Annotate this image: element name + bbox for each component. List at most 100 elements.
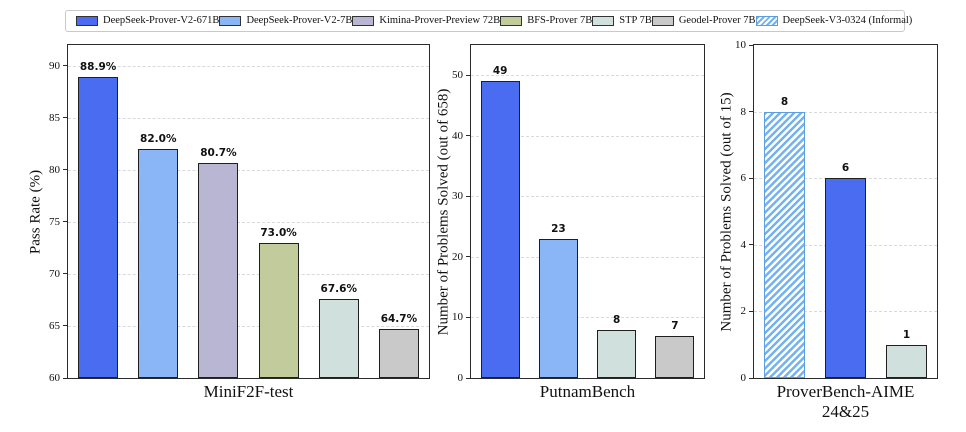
gridline — [471, 256, 704, 258]
bar-geodel-prover-7b — [378, 329, 419, 378]
bar-value-label: 1 — [902, 328, 911, 341]
bar-bfs-prover-7b — [258, 242, 299, 378]
bar-value-label: 7 — [671, 319, 679, 332]
legend-swatch — [352, 16, 375, 26]
y-tick-label: 2 — [740, 305, 747, 318]
bar-deepseek-prover-v2-7b — [138, 149, 179, 378]
gridline — [68, 221, 429, 223]
y-tick-label: 10 — [452, 311, 463, 324]
y-tick-mark — [466, 195, 470, 197]
bar-stp-7b — [886, 344, 927, 378]
gridline — [754, 111, 937, 113]
bar-value-label: 6 — [841, 162, 850, 175]
y-axis-label-minif2f: Pass Rate (%) — [27, 169, 44, 254]
legend-item-label: Geodel-Prover 7B — [678, 15, 756, 26]
y-tick-label: 80 — [49, 163, 60, 176]
legend-item: Kimina-Prover-Preview 72B — [352, 10, 500, 32]
legend-item-label: DeepSeek-Prover-V2-671B — [103, 15, 220, 26]
bar-value-label: 8 — [612, 313, 621, 326]
y-tick-mark — [63, 65, 67, 67]
plot-area-proverbench: 0 2 4 6 8 10 8 6 1 — [735, 39, 938, 384]
y-tick-mark — [63, 377, 67, 379]
y-tick-mark — [466, 256, 470, 258]
legend-item: DeepSeek-V3-0324 (Informal) — [755, 10, 912, 32]
y-tick-label: 70 — [49, 267, 60, 280]
legend-item: Geodel-Prover 7B — [651, 10, 756, 32]
legend-swatch — [651, 16, 674, 26]
x-axis-label-proverbench: ProverBench-AIME 24&25 — [776, 382, 915, 421]
y-tick-mark — [749, 377, 753, 379]
y-tick-label: 8 — [740, 105, 747, 118]
legend: DeepSeek-Prover-V2-671B DeepSeek-Prover-V… — [65, 10, 912, 32]
legend-swatch — [219, 16, 242, 26]
bar-deepseek-prover-v2-7b — [538, 238, 578, 378]
legend-item-label: BFS-Prover 7B — [527, 15, 593, 26]
y-tick-mark — [63, 117, 67, 119]
gridline — [68, 325, 429, 327]
legend-swatch — [592, 16, 615, 26]
bar-deepseek-v3-0324-informal- — [764, 111, 805, 378]
gridline — [68, 117, 429, 119]
bar-value-label: 64.7% — [380, 313, 418, 326]
y-tick-label: 85 — [49, 111, 60, 124]
y-tick-mark — [63, 325, 67, 327]
gridline — [471, 75, 704, 77]
y-tick-mark — [63, 273, 67, 275]
legend-item-label: DeepSeek-Prover-V2-7B — [246, 15, 353, 26]
bar-value-label: 8 — [780, 95, 789, 108]
gridline — [68, 65, 429, 67]
y-axis-label-proverbench: Number of Problems Solved (out of 15) — [718, 91, 735, 332]
y-tick-mark — [749, 244, 753, 246]
x-axis-label-putnambench: PutnamBench — [539, 382, 636, 401]
y-tick-mark — [466, 74, 470, 76]
gridline — [471, 317, 704, 319]
legend-item: BFS-Prover 7B — [500, 10, 592, 32]
legend-swatch — [76, 16, 98, 26]
y-tick-label: 20 — [452, 250, 463, 263]
y-tick-label: 50 — [452, 69, 463, 82]
bar-kimina-prover-preview-72b — [198, 162, 239, 378]
bar-deepseek-prover-v2-671b — [480, 81, 520, 378]
y-tick-mark — [749, 111, 753, 113]
bar-deepseek-prover-v2-671b — [78, 77, 119, 378]
y-tick-label: 10 — [735, 39, 746, 51]
bar-value-label: 67.6% — [320, 282, 357, 295]
y-axis-label-putnambench: Number of Problems Solved (out of 658) — [435, 88, 452, 335]
legend-item: STP 7B — [592, 10, 652, 32]
bar-deepseek-prover-v2-671b — [825, 178, 866, 378]
bar-value-label: 82.0% — [140, 133, 177, 146]
bar-value-label: 88.9% — [79, 61, 117, 74]
legend-item: DeepSeek-Prover-V2-671B — [76, 10, 219, 32]
bar-stp-7b — [318, 298, 359, 378]
bar-stp-7b — [597, 329, 637, 378]
y-tick-label: 60 — [49, 372, 60, 384]
y-tick-mark — [63, 221, 67, 223]
y-tick-label: 75 — [49, 215, 60, 228]
legend-item-label: Kimina-Prover-Preview 72B — [379, 15, 501, 26]
y-tick-mark — [63, 169, 67, 171]
bar-value-label: 23 — [551, 222, 566, 235]
y-tick-mark — [466, 377, 470, 379]
y-tick-mark — [466, 316, 470, 318]
plot-area-minif2f: 60 65 70 75 80 85 90 88.9% 82.0% 80.7% 73.0% 67.6% 6… — [49, 44, 430, 384]
gridline — [471, 196, 704, 198]
legend-swatch — [500, 16, 523, 26]
y-tick-label: 30 — [452, 190, 463, 203]
y-tick-label: 0 — [457, 372, 464, 384]
y-tick-label: 4 — [740, 238, 747, 251]
y-tick-label: 65 — [49, 319, 60, 332]
y-tick-label: 40 — [452, 129, 463, 142]
y-tick-mark — [749, 44, 753, 46]
bar-value-label: 80.7% — [200, 146, 237, 159]
bar-value-label: 73.0% — [260, 226, 297, 239]
y-tick-label: 0 — [740, 372, 747, 384]
bar-value-label: 49 — [492, 65, 508, 78]
y-tick-mark — [749, 177, 753, 179]
bar-geodel-prover-7b — [655, 335, 695, 378]
x-axis-label-minif2f: MiniF2F-test — [203, 382, 294, 401]
gridline — [68, 169, 429, 171]
gridline — [471, 135, 704, 137]
gridline — [68, 273, 429, 275]
legend-swatch-hatched — [755, 16, 778, 26]
